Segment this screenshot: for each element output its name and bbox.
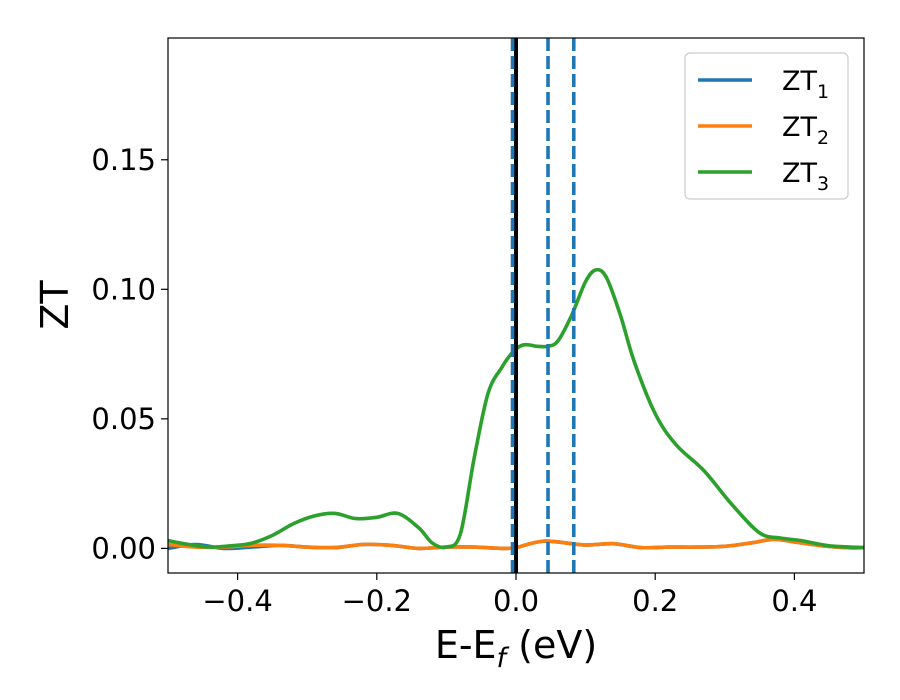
y-tick-label: 0.00 [91, 531, 156, 565]
x-axis-label-suffix: (eV) [506, 623, 597, 667]
y-tick-label: 0.15 [91, 143, 156, 177]
x-axis-label: E-Ef (eV) [435, 623, 597, 674]
series-line-zt2 [168, 537, 864, 551]
y-tick-label: 0.05 [91, 402, 156, 436]
y-axis-label: ZT [33, 280, 77, 330]
x-tick-label: −0.4 [202, 584, 272, 618]
legend: ZT1 ZT2 ZT3 [684, 52, 849, 200]
y-tick-label: 0.10 [91, 272, 156, 306]
legend-label-zt2: ZT2 [782, 112, 829, 149]
x-axis-ticks: −0.4 −0.2 0.0 0.2 0.4 [202, 573, 817, 618]
x-axis-label-base: E-E [435, 623, 497, 667]
x-tick-label: −0.2 [342, 584, 412, 618]
y-axis-ticks: 0.00 0.05 0.10 0.15 [91, 143, 168, 565]
vertical-lines [510, 38, 576, 573]
x-tick-label: 0.4 [771, 584, 817, 618]
legend-label-zt1: ZT1 [782, 66, 829, 103]
legend-frame [684, 52, 849, 200]
legend-label-zt3: ZT3 [782, 158, 829, 195]
x-tick-label: 0.0 [493, 584, 539, 618]
x-tick-label: 0.2 [632, 584, 678, 618]
